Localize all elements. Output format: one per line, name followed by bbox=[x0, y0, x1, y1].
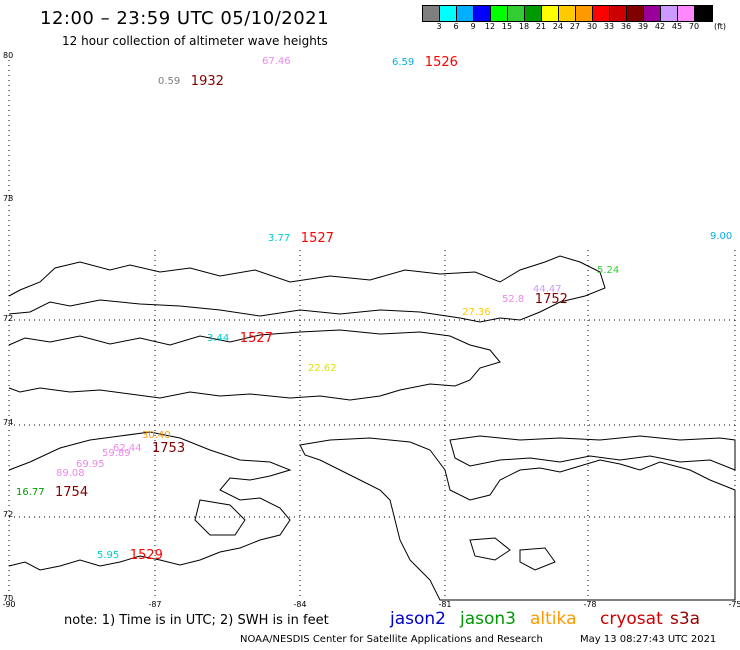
obs-time-label: 1527 bbox=[301, 231, 334, 246]
lat-label: 72 bbox=[3, 314, 13, 323]
obs-time-label: 1932 bbox=[191, 74, 224, 89]
colorbar-tick-label: 70 bbox=[688, 22, 700, 31]
coastline-inner-islet bbox=[194, 499, 246, 536]
page-title: 12:00 – 23:59 UTC 05/10/2021 bbox=[40, 8, 330, 29]
swh-value-label: 52.8 bbox=[502, 294, 524, 305]
coastline-central-island bbox=[8, 329, 501, 401]
lon-label: -87 bbox=[148, 600, 161, 609]
colorbar-tick-label: 15 bbox=[501, 22, 513, 31]
lon-label: -78 bbox=[583, 600, 596, 609]
obs-time-label: 1754 bbox=[55, 485, 88, 500]
lon-label: -84 bbox=[293, 600, 306, 609]
colorbar-swatch bbox=[508, 6, 525, 21]
swh-value-label: 59.89 bbox=[102, 448, 131, 459]
obs-time-label: 1752 bbox=[535, 292, 568, 307]
coastline-southwest-peninsula bbox=[8, 431, 292, 571]
footer-note: note: 1) Time is in UTC; 2) SWH is in fe… bbox=[64, 613, 329, 628]
colorbar-tick-label: 9 bbox=[470, 22, 476, 31]
colorbar-tick-label: 42 bbox=[654, 22, 666, 31]
colorbar-tick-label: 6 bbox=[453, 22, 459, 31]
colorbar-swatch bbox=[627, 6, 644, 21]
colorbar-swatch bbox=[542, 6, 559, 21]
colorbar-swatch bbox=[661, 6, 678, 21]
lat-label: 72 bbox=[3, 510, 13, 519]
colorbar-tick-label: 36 bbox=[620, 22, 632, 31]
swh-value-label: 0.59 bbox=[158, 76, 180, 87]
colorbar-swatch bbox=[593, 6, 610, 21]
swh-value-label: 5.95 bbox=[97, 550, 119, 561]
colorbar-swatch bbox=[695, 6, 712, 21]
swh-value-label: 44.47 bbox=[533, 284, 562, 295]
map-label-layer: 80 78 72 74 72 70-90 -87 -84 -81 -78 -75 0.59 1932 67… bbox=[2, 51, 740, 609]
satellite-legend-item: jason2 bbox=[390, 609, 446, 629]
credit-text: NOAA/NESDIS Center for Satellite Applica… bbox=[240, 634, 543, 645]
lat-label: 74 bbox=[3, 418, 13, 427]
colorbar-tick-label: 24 bbox=[552, 22, 564, 31]
coastline-north-island bbox=[8, 255, 606, 323]
lat-label: 80 bbox=[3, 51, 13, 60]
swh-value-label: 3.77 bbox=[268, 233, 290, 244]
colorbar-tick-label: 12 bbox=[484, 22, 496, 31]
colorbar-tick-label: 39 bbox=[637, 22, 649, 31]
swh-value-label: 3.44 bbox=[207, 333, 229, 344]
colorbar-swatch bbox=[474, 6, 491, 21]
satellite-legend-item: altika bbox=[530, 609, 577, 629]
swh-value-label: 89.08 bbox=[56, 468, 85, 479]
colorbar-tick-label: 3 bbox=[436, 22, 442, 31]
obs-time-label: 1527 bbox=[240, 331, 273, 346]
coastline-south-islets bbox=[469, 537, 556, 571]
coastlines bbox=[8, 255, 736, 601]
colorbar-swatch bbox=[457, 6, 474, 21]
generated-timestamp: May 13 08:27:43 UTC 2021 bbox=[580, 634, 717, 645]
colorbar-tick-label: 33 bbox=[603, 22, 615, 31]
swh-value-label: 9.00 bbox=[710, 231, 732, 242]
page-subtitle: 12 hour collection of altimeter wave hei… bbox=[62, 34, 328, 48]
coastline-east-island bbox=[449, 435, 736, 471]
swh-value-label: 69.95 bbox=[76, 459, 105, 470]
colorbar-swatch bbox=[644, 6, 661, 21]
colorbar-tick-label: 45 bbox=[671, 22, 683, 31]
swh-value-label: 6.59 bbox=[392, 57, 414, 68]
obs-time-label: 1753 bbox=[152, 441, 185, 456]
colorbar-tick-label: 18 bbox=[518, 22, 530, 31]
lat-label: 78 bbox=[3, 194, 13, 203]
colorbar-swatch bbox=[423, 6, 440, 21]
swh-value-label: 5.24 bbox=[597, 265, 619, 276]
satellite-legend-item: s3a bbox=[670, 609, 701, 629]
graticule bbox=[8, 60, 736, 600]
swh-value-label: 22.62 bbox=[308, 363, 337, 374]
obs-time-label: 1529 bbox=[130, 548, 163, 563]
colorbar-tick-label: 21 bbox=[535, 22, 547, 31]
swh-value-label: 67.46 bbox=[262, 56, 291, 67]
swh-value-label: 62.44 bbox=[113, 443, 142, 454]
colorbar-unit-label: (ft) bbox=[714, 22, 727, 31]
colorbar-tick-label: 30 bbox=[586, 22, 598, 31]
colorbar-swatch bbox=[491, 6, 508, 21]
colorbar-swatch bbox=[678, 6, 695, 21]
colorbar-swatch bbox=[610, 6, 627, 21]
colorbar-swatch bbox=[525, 6, 542, 21]
lat-label: 70 bbox=[3, 594, 13, 603]
lon-label: -81 bbox=[438, 600, 451, 609]
lon-label: -90 bbox=[2, 600, 15, 609]
coastline-southeast-mainland bbox=[299, 437, 736, 601]
swh-value-label: 27.36 bbox=[462, 307, 491, 318]
satellite-legend-item: jason3 bbox=[460, 609, 516, 629]
swh-value-label: 16.77 bbox=[16, 487, 45, 498]
lon-label: -75 bbox=[728, 600, 740, 609]
obs-time-label: 1526 bbox=[425, 55, 458, 70]
colorbar-swatch bbox=[440, 6, 457, 21]
wave-height-colorbar bbox=[422, 5, 713, 22]
colorbar-tick-label: 27 bbox=[569, 22, 581, 31]
colorbar-swatch bbox=[559, 6, 576, 21]
satellite-legend-item: cryosat bbox=[600, 609, 663, 629]
colorbar-swatch bbox=[576, 6, 593, 21]
swh-value-label: 30.40 bbox=[142, 430, 171, 441]
